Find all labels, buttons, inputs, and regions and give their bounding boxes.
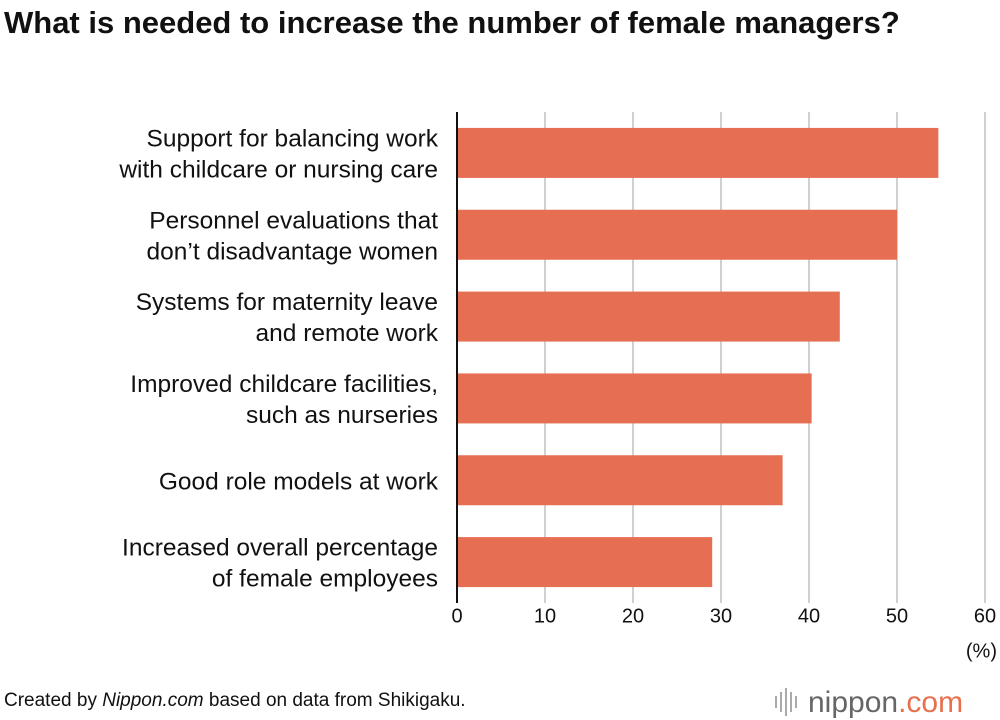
bars <box>457 127 939 588</box>
source-note: Created by Nippon.com based on data from… <box>4 690 466 711</box>
x-tick-label: 20 <box>622 605 644 627</box>
y-tick-label: Increased overall percentage of female em… <box>122 535 438 593</box>
x-tick-label: 10 <box>534 605 556 627</box>
bar <box>457 127 939 178</box>
y-tick-label: Systems for maternity leave and remote wo… <box>136 289 439 347</box>
y-tick-label: Personnel evaluations that don’t disadvan… <box>147 207 439 265</box>
y-tick-label: Good role models at work <box>159 468 439 495</box>
x-axis-unit: (%) <box>966 640 997 662</box>
logo-text: .com <box>898 686 963 719</box>
y-tick-label-line: Personnel evaluations that <box>149 207 438 234</box>
x-tick-label: 30 <box>710 605 732 627</box>
x-tick-label: 60 <box>974 605 996 627</box>
y-tick-label-line: don’t disadvantage women <box>147 238 438 265</box>
y-tick-label-line: Support for balancing work <box>147 125 439 152</box>
y-tick-label-line: with childcare or nursing care <box>118 156 438 183</box>
bar <box>457 291 840 342</box>
source-text: Created by <box>4 690 102 711</box>
bar <box>457 537 713 588</box>
y-tick-label-line: and remote work <box>256 320 439 347</box>
logo-icon <box>775 688 797 716</box>
y-tick-label-line: Good role models at work <box>159 468 439 495</box>
y-tick-label-line: of female employees <box>212 566 438 593</box>
y-tick-label-line: Increased overall percentage <box>122 535 438 562</box>
y-tick-label-line: such as nurseries <box>246 402 438 429</box>
y-tick-label-line: Improved childcare facilities, <box>130 371 438 398</box>
y-tick-label-line: Systems for maternity leave <box>136 289 438 316</box>
x-tick-label: 40 <box>798 605 820 627</box>
logo-text: nippon <box>808 686 898 719</box>
bar <box>457 209 897 260</box>
logo: nippon.com <box>808 686 963 719</box>
y-tick-label: Improved childcare facilities, such as nu… <box>130 371 438 429</box>
y-tick-label: Support for balancing work with childcare… <box>118 125 438 183</box>
source-text: based on data from Shikigaku. <box>204 690 466 711</box>
x-tick-label: 0 <box>451 605 462 627</box>
x-tick-label: 50 <box>886 605 908 627</box>
bar <box>457 455 783 506</box>
grid <box>456 112 986 603</box>
bar <box>457 373 812 424</box>
chart-title: What is needed to increase the number of… <box>4 5 900 40</box>
source-text: Nippon.com <box>102 690 203 711</box>
